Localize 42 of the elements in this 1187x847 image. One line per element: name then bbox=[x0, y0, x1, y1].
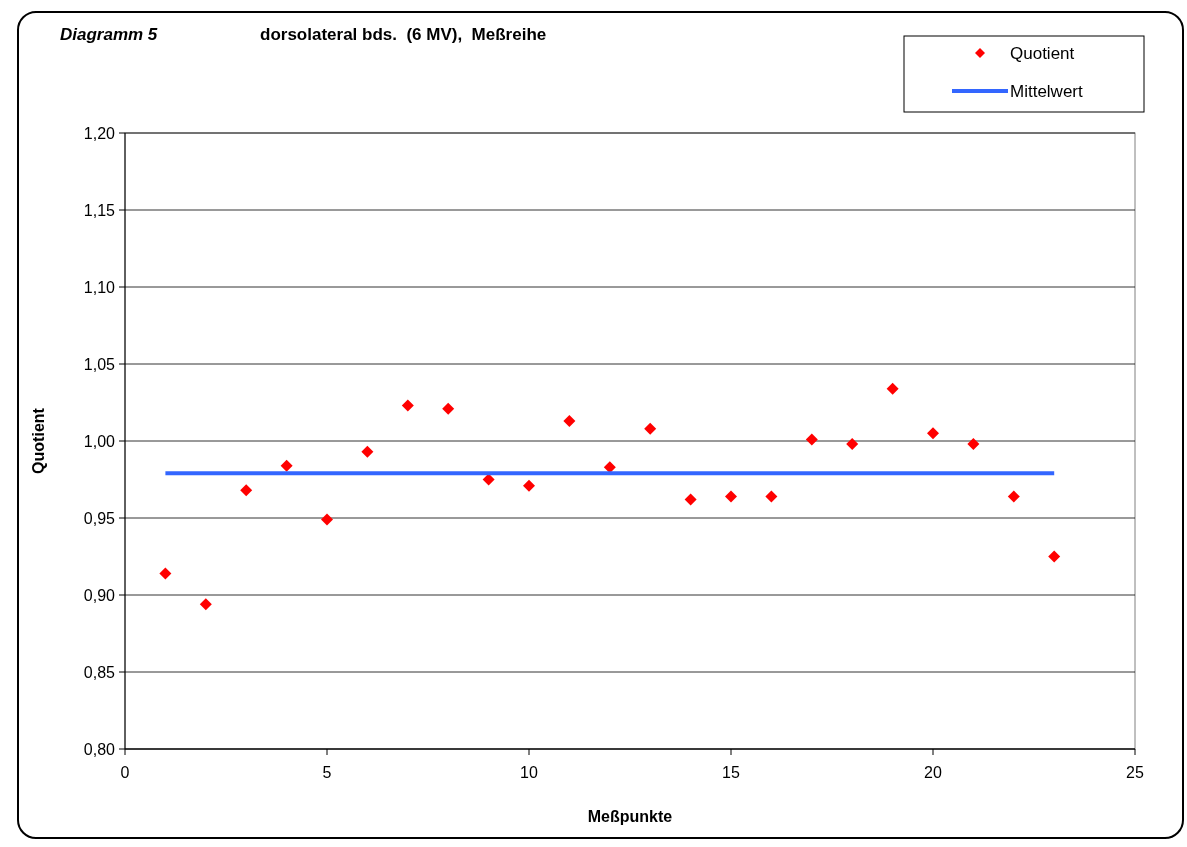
y-tick-label: 0,95 bbox=[83, 509, 116, 527]
point bbox=[725, 490, 737, 503]
y-tick-label: 1,10 bbox=[83, 278, 116, 296]
y-tick-label: 1,20 bbox=[83, 124, 116, 142]
y-tick-label: 0,90 bbox=[83, 586, 116, 604]
point bbox=[240, 484, 253, 497]
x-tick-label: 20 bbox=[924, 764, 942, 781]
point bbox=[563, 414, 576, 427]
point bbox=[927, 427, 939, 440]
point bbox=[805, 433, 818, 446]
point bbox=[644, 422, 657, 435]
point bbox=[523, 479, 535, 492]
point bbox=[321, 513, 333, 526]
point bbox=[280, 459, 293, 472]
point bbox=[886, 382, 899, 395]
point bbox=[1007, 490, 1020, 503]
chart-title: Diagramm 5 bbox=[60, 25, 158, 44]
point bbox=[442, 402, 455, 415]
y-tick-label: 1,00 bbox=[83, 432, 116, 450]
point bbox=[1048, 550, 1061, 563]
legend-label: Mittelwert bbox=[1010, 81, 1084, 101]
point bbox=[846, 438, 859, 451]
x-tick-label: 0 bbox=[120, 764, 130, 781]
point bbox=[159, 567, 172, 580]
point bbox=[401, 399, 414, 412]
x-tick-label: 5 bbox=[322, 764, 332, 781]
y-tick-label: 0,80 bbox=[83, 740, 116, 758]
point bbox=[765, 490, 778, 503]
point bbox=[967, 438, 980, 451]
y-tick-label: 1,15 bbox=[83, 201, 116, 219]
point bbox=[199, 598, 212, 611]
x-axis-title: Meßpunkte bbox=[587, 808, 673, 825]
x-tick-label: 15 bbox=[722, 764, 740, 781]
point bbox=[361, 445, 374, 458]
chart-subtitle: dorsolateral bds. (6 MV), Meßreihe bbox=[260, 25, 547, 44]
y-tick-label: 0,85 bbox=[83, 663, 116, 681]
legend-label: Quotient bbox=[1010, 43, 1075, 63]
y-axis-title: Quotient bbox=[30, 407, 47, 474]
y-tick-label: 1,05 bbox=[83, 355, 116, 373]
x-tick-label: 25 bbox=[1126, 764, 1144, 781]
x-tick-label: 10 bbox=[520, 764, 538, 781]
point bbox=[684, 493, 697, 506]
